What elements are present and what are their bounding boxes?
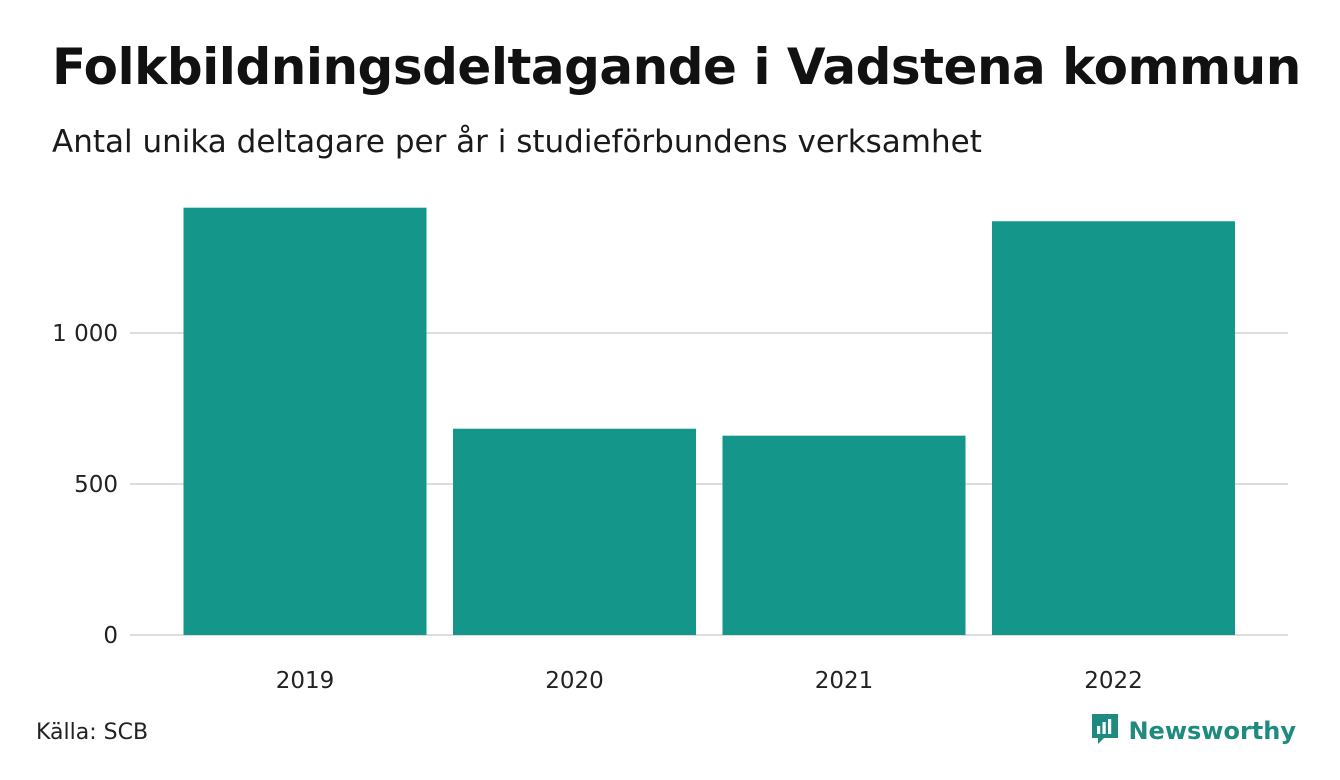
brand-name: Newsworthy <box>1128 717 1296 745</box>
x-tick-label: 2020 <box>545 668 604 694</box>
x-axis-tick-labels: 2019 2020 2021 2022 <box>276 668 1143 694</box>
bar-2021 <box>722 435 966 635</box>
y-tick-label: 0 <box>103 623 118 649</box>
bar-2019 <box>183 207 427 636</box>
y-tick-label: 500 <box>74 472 118 498</box>
bar-2020 <box>453 428 696 635</box>
brand-logo: Newsworthy <box>1090 712 1296 750</box>
y-axis-tick-labels: 0 500 1 000 <box>52 321 118 649</box>
chart-title: Folkbildningsdeltagande i Vadstena kommu… <box>52 38 1301 96</box>
y-tick-label: 1 000 <box>52 321 118 347</box>
x-tick-label: 2019 <box>276 668 335 694</box>
x-tick-label: 2021 <box>815 668 874 694</box>
x-tick-label: 2022 <box>1084 668 1143 694</box>
bars <box>183 207 1235 636</box>
chart-subtitle: Antal unika deltagare per år i studieför… <box>52 124 982 160</box>
newsworthy-logo-icon <box>1090 712 1120 750</box>
bar-2022 <box>992 221 1235 635</box>
source-note: Källa: SCB <box>36 720 149 745</box>
